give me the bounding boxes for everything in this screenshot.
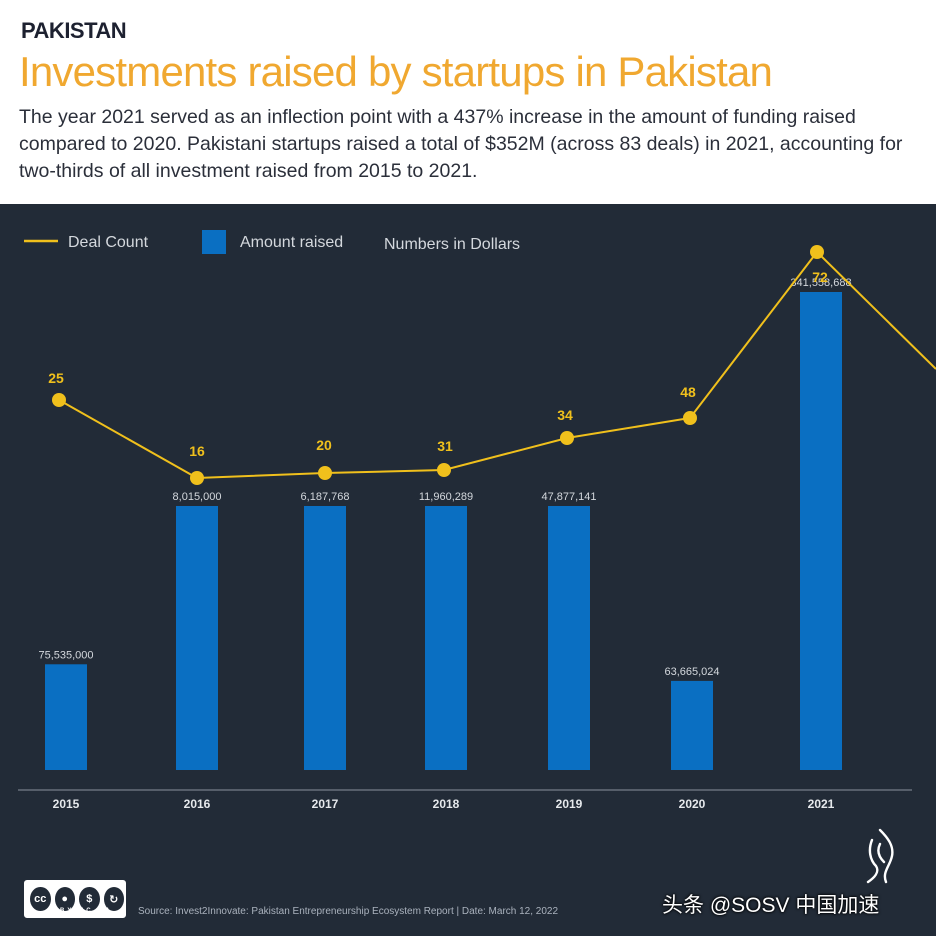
by-icon: ● bbox=[54, 887, 75, 911]
deal-count-point-2021 bbox=[810, 245, 824, 259]
aljazeera-logo-icon bbox=[866, 828, 894, 884]
deal-count-point-2015 bbox=[52, 393, 66, 407]
sa-icon: ↻ bbox=[103, 887, 124, 911]
legend-bar-label: Amount raised bbox=[240, 234, 343, 251]
chart-title: Investments raised by startups in Pakist… bbox=[19, 48, 773, 95]
country-label: PAKISTAN bbox=[21, 18, 127, 43]
deal-count-point-2018 bbox=[437, 463, 451, 477]
chart-panel bbox=[0, 204, 936, 936]
deal-count-point-2019 bbox=[560, 431, 574, 445]
deal-count-point-2020 bbox=[683, 411, 697, 425]
x-tick-2021: 2021 bbox=[808, 797, 835, 811]
deal-count-point-2016 bbox=[190, 471, 204, 485]
bar-2020 bbox=[671, 680, 713, 770]
bar-2017 bbox=[304, 506, 346, 770]
header: PAKISTAN Investments raised by startups … bbox=[0, 0, 936, 204]
legend: Deal Count Amount raised Numbers in Doll… bbox=[24, 230, 520, 254]
bar-value-label-2015: 75,535,000 bbox=[38, 649, 93, 661]
deal-count-label-2017: 20 bbox=[316, 437, 332, 453]
x-tick-2017: 2017 bbox=[312, 797, 339, 811]
bar-2021 bbox=[800, 292, 842, 770]
bar-value-label-2018: 11,960,289 bbox=[419, 491, 473, 503]
deal-count-label-2020: 48 bbox=[680, 384, 696, 400]
x-tick-2019: 2019 bbox=[556, 797, 583, 811]
x-tick-2018: 2018 bbox=[433, 797, 460, 811]
bar-value-label-2017: 6,187,768 bbox=[301, 491, 350, 503]
bars-group: 75,535,000 8,015,000 6,187,768 11,960,289 47… bbox=[38, 277, 852, 770]
chart: Deal Count Amount raised Numbers in Doll… bbox=[18, 230, 936, 811]
watermark-text: 头条 @SOSV 中国加速 bbox=[662, 894, 880, 917]
deal-count-label-2021: 72 bbox=[812, 269, 828, 285]
license-text: BY NC SA bbox=[60, 908, 113, 914]
chart-subtitle: The year 2021 served as an inflection po… bbox=[19, 106, 903, 182]
deal-count-label-2016: 16 bbox=[189, 443, 205, 459]
cc-icon: cc bbox=[30, 887, 51, 911]
bar-value-label-2020: 63,665,024 bbox=[664, 666, 719, 678]
deal-count-label-2019: 34 bbox=[557, 407, 573, 423]
bar-2018 bbox=[425, 506, 467, 770]
nc-icon: $ bbox=[79, 887, 100, 911]
deal-count-point-2017 bbox=[318, 466, 332, 480]
x-tick-2020: 2020 bbox=[679, 797, 706, 811]
x-ticks-group: 2015 2016 2017 2018 2019 2020 2021 bbox=[53, 797, 835, 811]
bar-2015 bbox=[45, 664, 87, 770]
bar-value-label-2019: 47,877,141 bbox=[541, 491, 596, 503]
deal-count-layer: 25 16 20 31 34 48 72 bbox=[48, 245, 936, 485]
bar-value-label-2016: 8,015,000 bbox=[173, 491, 222, 503]
bar-2019 bbox=[548, 506, 590, 770]
cc-license-badge: cc ● $ ↻ BY NC SA bbox=[24, 880, 126, 918]
legend-line-label: Deal Count bbox=[68, 234, 149, 251]
source-note: Source: Invest2Innovate: Pakistan Entrep… bbox=[138, 906, 559, 917]
deal-count-line bbox=[58, 250, 936, 480]
bar-value-label-2021: 341,558,688 bbox=[790, 277, 851, 289]
bar-2016 bbox=[176, 506, 218, 770]
deal-count-label-2015: 25 bbox=[48, 370, 64, 386]
x-tick-2016: 2016 bbox=[184, 797, 211, 811]
x-tick-2015: 2015 bbox=[53, 797, 80, 811]
deal-count-label-2018: 31 bbox=[437, 438, 453, 454]
legend-bar-swatch bbox=[202, 230, 226, 254]
legend-units-label: Numbers in Dollars bbox=[384, 236, 520, 253]
